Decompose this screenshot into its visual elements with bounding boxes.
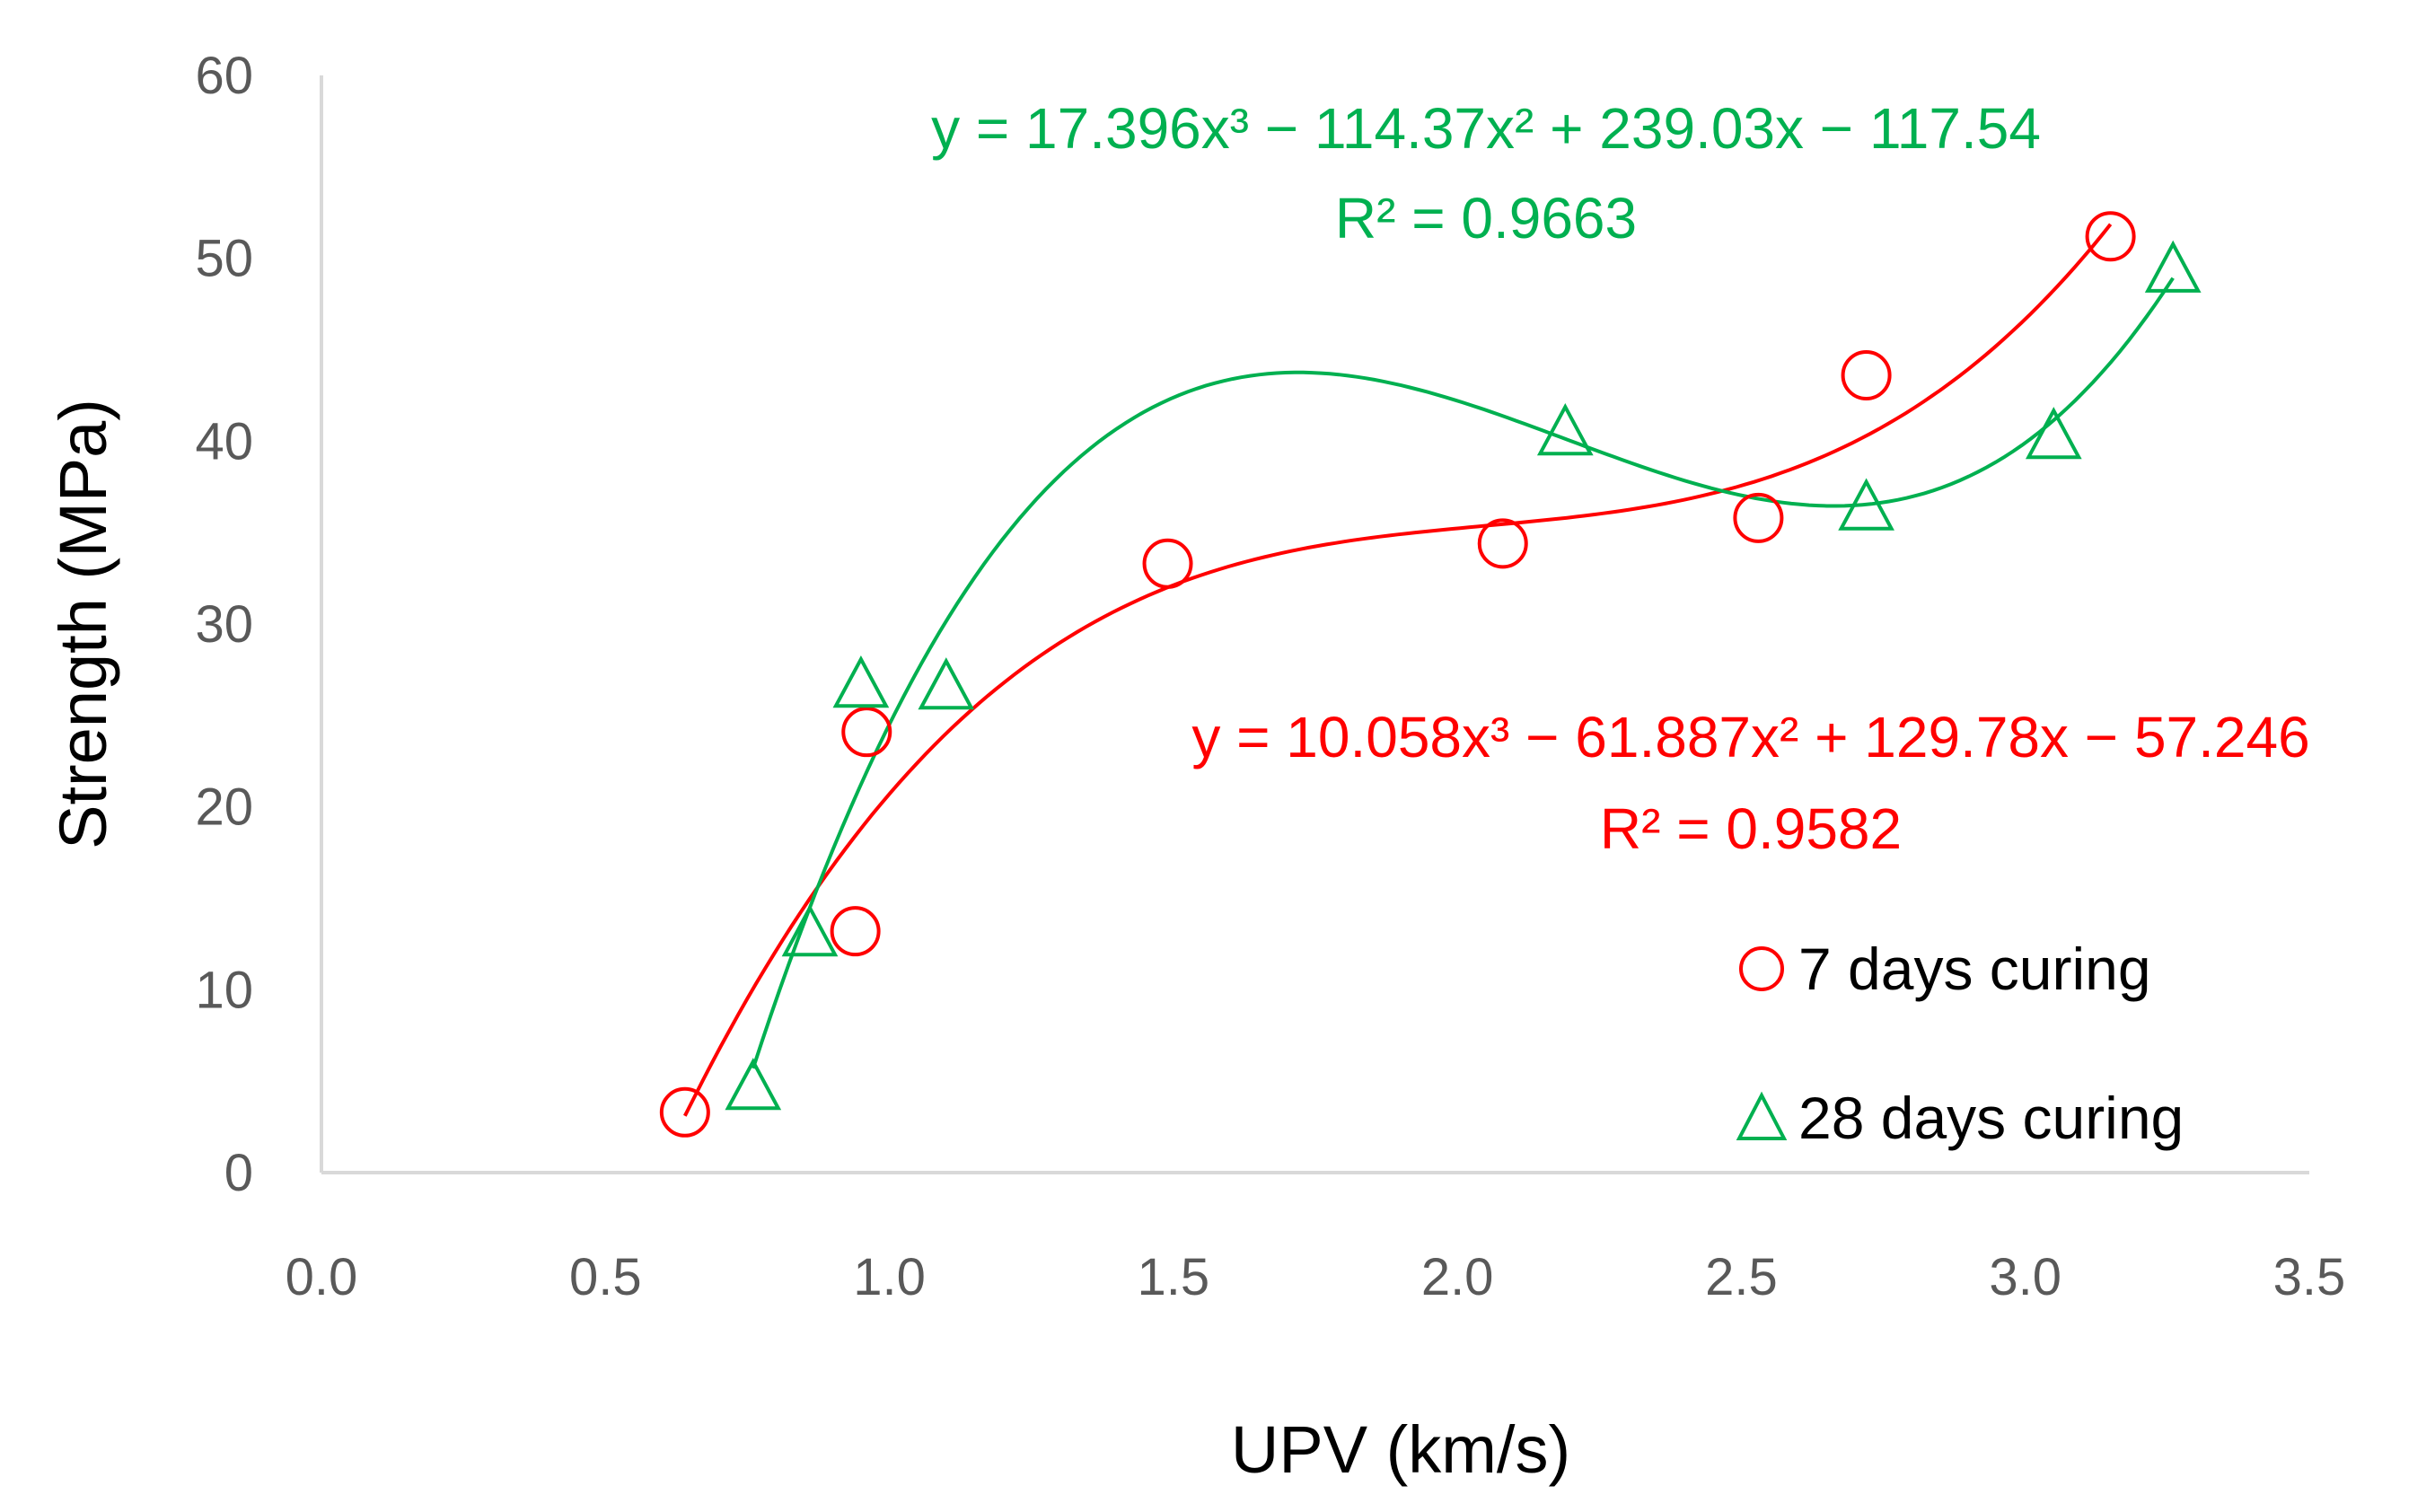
legend-item-7-days: 7 days curing (1739, 936, 2151, 1002)
legend-triangle-marker (1736, 1091, 1788, 1140)
trendline-series-1 (751, 277, 2175, 1069)
data-point-circle-0 (659, 1086, 710, 1138)
legend-item-28-days: 28 days curing (1736, 1085, 2184, 1151)
y-axis-title: Strength (MPa) (46, 399, 120, 849)
y-tick-label-3: 30 (195, 595, 253, 654)
data-point-triangle-2 (832, 655, 890, 708)
y-tick-labels: 0 10 20 30 40 50 60 (195, 47, 253, 1202)
y-tick-label-4: 40 (195, 412, 253, 470)
data-markers (659, 211, 2202, 1138)
plot-area (320, 75, 2309, 1174)
x-tick-label-3: 1.5 (1138, 1248, 1210, 1306)
x-tick-label-4: 2.0 (1421, 1248, 1494, 1306)
data-point-triangle-3 (918, 657, 975, 710)
legend-label-28-days: 28 days curing (1798, 1085, 2184, 1151)
data-point-circle-2 (841, 707, 892, 758)
data-point-circle-6 (1841, 350, 1892, 401)
x-axis-title: UPV (km/s) (1231, 1412, 1570, 1487)
data-point-triangle-4 (1536, 402, 1594, 456)
legend: 7 days curing 28 days curing (1736, 936, 2184, 1151)
y-tick-label-2: 20 (195, 778, 253, 837)
y-tick-label-5: 50 (195, 230, 253, 288)
x-tick-label-1: 0.5 (569, 1248, 642, 1306)
legend-label-7-days: 7 days curing (1798, 936, 2151, 1002)
trendline-series-0 (683, 223, 2113, 1117)
data-point-circle-5 (1733, 492, 1784, 543)
data-point-circle-7 (2085, 211, 2136, 262)
x-tick-label-7: 3.5 (2273, 1248, 2346, 1306)
equation-28-days: y = 17.396x³ − 114.37x² + 239.03x − 117.… (931, 96, 2041, 251)
trendlines (683, 223, 2175, 1117)
x-tick-label-5: 2.5 (1705, 1248, 1778, 1306)
y-tick-label-6: 60 (195, 47, 253, 105)
data-point-triangle-0 (725, 1058, 782, 1111)
y-tick-label-0: 0 (224, 1144, 253, 1202)
x-tick-label-0: 0.0 (286, 1248, 358, 1306)
data-point-triangle-1 (781, 903, 839, 957)
data-point-circle-4 (1477, 518, 1528, 569)
equation-7-days-formula: y = 10.058x³ − 61.887x² + 129.78x − 57.2… (1191, 705, 2309, 769)
data-point-circle-3 (1142, 538, 1193, 589)
data-point-circle-1 (830, 906, 881, 957)
y-tick-label-1: 10 (195, 961, 253, 1019)
x-tick-labels: 0.0 0.5 1.0 1.5 2.0 2.5 3.0 3.5 (286, 1248, 2346, 1306)
x-tick-label-2: 1.0 (853, 1248, 926, 1306)
data-point-triangle-5 (1838, 478, 1894, 531)
data-point-triangle-6 (2025, 407, 2082, 460)
x-tick-label-6: 3.0 (1989, 1248, 2061, 1306)
equation-7-days: y = 10.058x³ − 61.887x² + 129.78x − 57.2… (1191, 705, 2309, 861)
data-point-triangle-7 (2144, 240, 2202, 293)
legend-circle-marker (1739, 946, 1784, 991)
equation-28-days-formula: y = 17.396x³ − 114.37x² + 239.03x − 117.… (931, 96, 2041, 161)
equation-7-days-r2: R² = 0.9582 (1600, 796, 1902, 861)
equation-28-days-r2: R² = 0.9663 (1335, 186, 1637, 251)
